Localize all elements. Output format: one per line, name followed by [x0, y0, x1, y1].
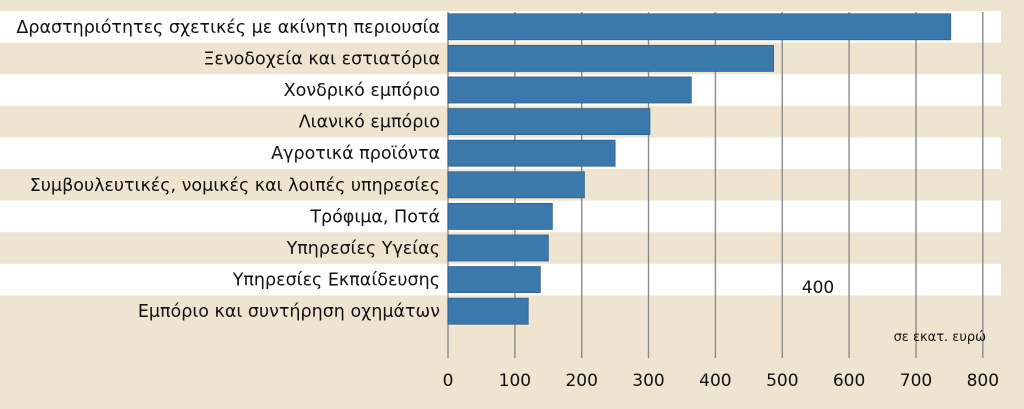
x-tick-label: 400 — [699, 371, 731, 391]
category-label: Αγροτικά προϊόντα — [271, 144, 440, 164]
unit-label: σε εκατ. ευρώ — [894, 330, 986, 345]
bar — [447, 266, 541, 294]
x-tick-label: 700 — [900, 371, 932, 391]
bar — [447, 45, 775, 72]
bar — [447, 297, 529, 325]
category-labels: Δραστηριότητες σχετικές με ακίνητη περιο… — [16, 18, 440, 322]
annotation-label: 400 — [802, 278, 834, 298]
category-label: Δραστηριότητες σχετικές με ακίνητη περιο… — [16, 18, 440, 38]
bar — [447, 139, 616, 167]
x-tick-label: 600 — [833, 371, 865, 391]
category-label: Συμβουλευτικές, νομικές και λοιπές υπηρε… — [30, 176, 440, 196]
bar — [447, 108, 651, 135]
bar — [447, 171, 585, 199]
category-label: Υπηρεσίες Εκπαίδευσης — [232, 271, 440, 291]
x-tick-label: 500 — [766, 371, 798, 391]
x-tick-label: 200 — [565, 371, 597, 391]
x-tick-labels: 0 100 200 300 400 500 600 700 800 — [443, 371, 999, 391]
category-label: Υπηρεσίες Υγείας — [286, 239, 440, 259]
x-tick-label: 100 — [499, 371, 531, 391]
category-label: Εμπόριο και συντήρηση οχημάτων — [138, 302, 440, 322]
category-label: Χονδρικό εμπόριο — [284, 81, 440, 101]
x-tick-label: 0 — [443, 371, 454, 391]
bar — [447, 202, 553, 230]
x-tick-label: 300 — [632, 371, 664, 391]
bars — [447, 13, 952, 325]
bar — [447, 13, 952, 41]
bar — [447, 76, 692, 104]
x-tick-label: 800 — [967, 371, 999, 391]
category-label: Ξενοδοχεία και εστιατόρια — [203, 49, 440, 69]
bar — [447, 234, 549, 262]
category-label: Τρόφιμα, Ποτά — [309, 207, 440, 227]
category-label: Λιανικό εμπόριο — [299, 113, 440, 133]
